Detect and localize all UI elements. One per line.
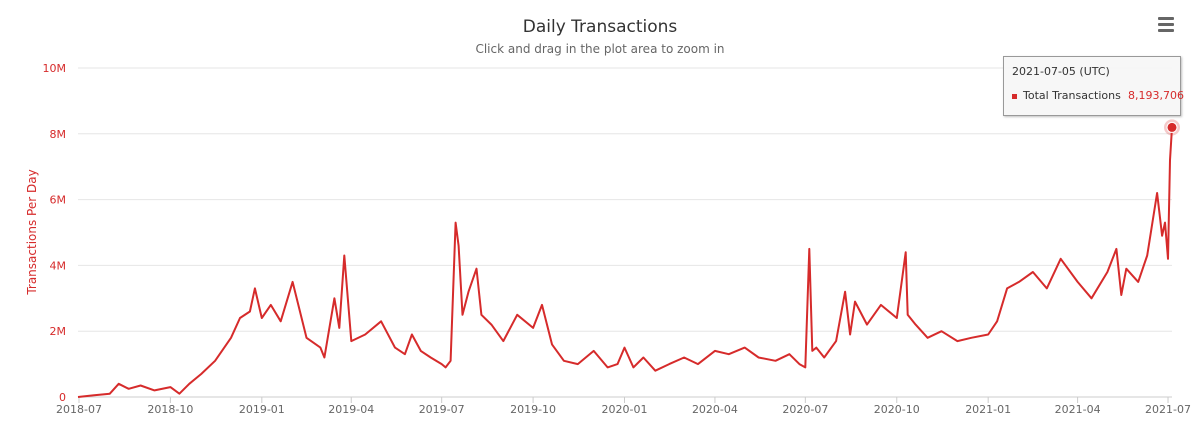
x-tick-label: 2019-04 <box>328 403 374 416</box>
y-tick-label: 10M <box>43 62 67 75</box>
x-tick-label: 2020-07 <box>782 403 828 416</box>
y-tick-label: 8M <box>50 128 67 141</box>
x-tick-label: 2021-01 <box>965 403 1011 416</box>
x-axis: 2018-07 2018-10 2019-01 2019-04 2019-07 2019-… <box>56 397 1191 416</box>
hamburger-menu-icon[interactable] <box>1158 17 1174 33</box>
y-tick-label: 4M <box>50 259 67 272</box>
chart-title: Daily Transactions <box>522 17 678 37</box>
y-axis: 0 2M 4M 6M 8M 10M <box>43 62 67 404</box>
series-line-total-transactions <box>77 127 1173 398</box>
y-tick-label: 0 <box>59 391 66 404</box>
chart-subtitle: Click and drag in the plot area to zoom … <box>475 42 725 56</box>
tooltip-value: 8,193,706 <box>1128 89 1184 102</box>
x-tick-label: 2019-01 <box>239 403 285 416</box>
x-tick-label: 2019-07 <box>419 403 465 416</box>
tooltip-date: 2021-07-05 (UTC) <box>1012 65 1110 78</box>
x-tick-label: 2021-07 <box>1145 403 1191 416</box>
x-tick-label: 2020-04 <box>692 403 738 416</box>
x-tick-label: 2018-10 <box>147 403 193 416</box>
x-tick-label: 2021-04 <box>1055 403 1101 416</box>
x-tick-label: 2019-10 <box>510 403 556 416</box>
y-tick-label: 6M <box>50 194 67 207</box>
y-tick-label: 2M <box>50 325 67 338</box>
x-tick-label: 2020-01 <box>602 403 648 416</box>
data-tooltip: 2021-07-05 (UTC) Total Transactions 8,19… <box>1003 56 1184 116</box>
x-tick-label: 2018-07 <box>56 403 102 416</box>
hover-point-marker[interactable] <box>1166 121 1178 133</box>
tooltip-series-name: Total Transactions <box>1023 89 1121 102</box>
y-axis-label: Transactions Per Day <box>25 169 39 295</box>
x-tick-label: 2020-10 <box>874 403 920 416</box>
tooltip-series-marker <box>1012 94 1017 99</box>
